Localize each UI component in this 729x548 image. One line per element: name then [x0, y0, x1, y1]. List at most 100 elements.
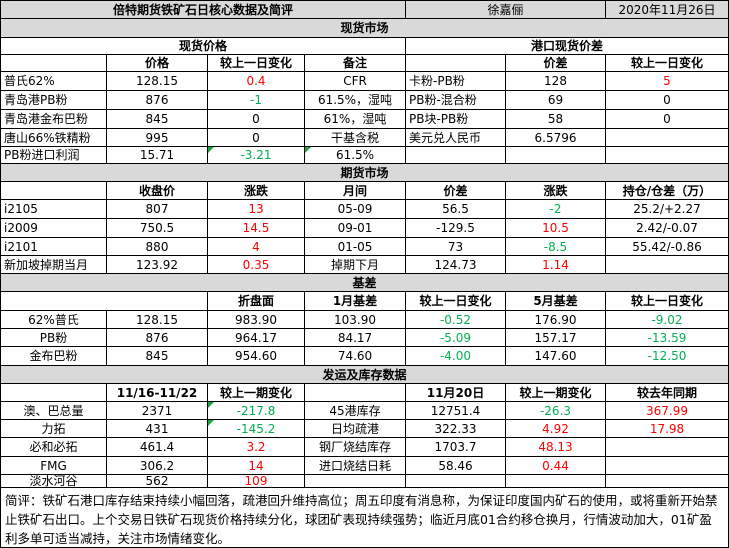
- spread-value: [506, 147, 606, 164]
- section-title-basis: 基差: [0, 274, 729, 292]
- futures-spread-name: 掉期下月: [305, 256, 406, 274]
- basis-row-name: 金布巴粉: [0, 347, 107, 366]
- inventory-change: [506, 475, 606, 488]
- spot-row-name: 唐山66%铁精粉: [0, 129, 107, 147]
- spread-value: 69: [506, 91, 606, 110]
- futures-contract: 新加坡掉期当月: [0, 256, 107, 274]
- inventory-change: 48.13: [506, 438, 606, 457]
- basis-row-name: 62%普氏: [0, 311, 107, 329]
- spot-row-name: PB粉进口利润: [0, 147, 107, 164]
- shipment-column-header: 较上一期变化: [208, 384, 305, 402]
- basis-column-header: 1月基差: [305, 292, 406, 311]
- futures-change: 14.5: [208, 219, 305, 238]
- section-title-spot: 现货市场: [0, 19, 729, 38]
- inventory-value: 322.33: [406, 420, 506, 438]
- shipment-value: 461.4: [107, 438, 208, 457]
- basis-may: 176.90: [506, 311, 606, 329]
- shipment-change: 3.2: [208, 438, 305, 457]
- basis-row-name: PB粉: [0, 329, 107, 347]
- futures-spread-change: 1.14: [506, 256, 606, 274]
- inventory-value: 1703.7: [406, 438, 506, 457]
- futures-close: 880: [107, 238, 208, 256]
- spread-name: [406, 147, 506, 164]
- inventory-yoy: [606, 457, 729, 475]
- futures-spread-name: 09-01: [305, 219, 406, 238]
- basis-jan: 103.90: [305, 311, 406, 329]
- basis-jan-change: -4.00: [406, 347, 506, 366]
- basis-column-header: 较上一日变化: [406, 292, 506, 311]
- report-title: 倍特期货铁矿石日核心数据及简评: [0, 0, 406, 19]
- spread-name: PB块-PB粉: [406, 110, 506, 129]
- port-spread-subtitle: 港口现货价差: [406, 38, 729, 55]
- futures-column-header: 涨跌: [506, 182, 606, 200]
- spot-note: 61%，湿吨: [305, 110, 406, 129]
- basis-may: 157.17: [506, 329, 606, 347]
- futures-column-header: 价差: [406, 182, 506, 200]
- spread-change: 0: [606, 91, 729, 110]
- report-date: 2020年11月26日: [606, 0, 729, 19]
- futures-close: 123.92: [107, 256, 208, 274]
- shipment-value: 306.2: [107, 457, 208, 475]
- inventory-column-header: 较上一期变化: [506, 384, 606, 402]
- inventory-change: 0.44: [506, 457, 606, 475]
- inventory-yoy: 367.99: [606, 402, 729, 420]
- basis-column-header: 较上一日变化: [606, 292, 729, 311]
- report-author: 徐嘉俪: [406, 0, 606, 19]
- futures-spread: 124.73: [406, 256, 506, 274]
- spread-change: [606, 147, 729, 164]
- futures-open-interest: 2.42/-0.07: [606, 219, 729, 238]
- basis-column-header: 5月基差: [506, 292, 606, 311]
- basis-may-change: -13.59: [606, 329, 729, 347]
- spot-change: 0.4: [208, 72, 305, 91]
- futures-contract: i2009: [0, 219, 107, 238]
- basis-converted: 964.17: [208, 329, 305, 347]
- spread-change: [606, 129, 729, 147]
- spot-row-name: 青岛港PB粉: [0, 91, 107, 110]
- futures-spread-name: 01-05: [305, 238, 406, 256]
- spot-row-name: 青岛港金布巴粉: [0, 110, 107, 129]
- spot-column-header: 较上一日变化: [606, 55, 729, 72]
- inventory-row-name: [305, 475, 406, 488]
- inventory-column-header: 较去年同期: [606, 384, 729, 402]
- section-title-shipment: 发运及库存数据: [0, 366, 729, 384]
- basis-jan: 74.60: [305, 347, 406, 366]
- shipment-change: -217.8: [208, 402, 305, 420]
- inventory-row-name: 钢厂烧结库存: [305, 438, 406, 457]
- futures-contract: i2105: [0, 200, 107, 219]
- spot-price: 995: [107, 129, 208, 147]
- spread-change: 5: [606, 72, 729, 91]
- futures-spread: 56.5: [406, 200, 506, 219]
- spread-change: 0: [606, 110, 729, 129]
- spot-note: 61.5%，湿吨: [305, 91, 406, 110]
- futures-spread: -129.5: [406, 219, 506, 238]
- futures-header-blank: [0, 182, 107, 200]
- inventory-value: 12751.4: [406, 402, 506, 420]
- spot-price: 876: [107, 91, 208, 110]
- basis-jan-change: -5.09: [406, 329, 506, 347]
- spot-row-name: 普氏62%: [0, 72, 107, 91]
- basis-price: 845: [107, 347, 208, 366]
- spread-value: 6.5796: [506, 129, 606, 147]
- basis-may-change: -9.02: [606, 311, 729, 329]
- shipment-row-name: 必和必拓: [0, 438, 107, 457]
- section-title-futures: 期货市场: [0, 164, 729, 182]
- futures-change: 0.35: [208, 256, 305, 274]
- spread-name: 美元兑人民币: [406, 129, 506, 147]
- inventory-row-name: 日均疏港: [305, 420, 406, 438]
- basis-jan: 84.17: [305, 329, 406, 347]
- spot-change: 0: [208, 129, 305, 147]
- shipment-row-name: 澳、巴总量: [0, 402, 107, 420]
- futures-spread-change: 10.5: [506, 219, 606, 238]
- basis-header-blank: [0, 292, 208, 311]
- shipment-column-header: 11/16-11/22: [107, 384, 208, 402]
- futures-spread-change: -2: [506, 200, 606, 219]
- basis-converted: 983.90: [208, 311, 305, 329]
- spread-value: 58: [506, 110, 606, 129]
- spot-note: 61.5%: [305, 147, 406, 164]
- basis-converted: 954.60: [208, 347, 305, 366]
- futures-change: 13: [208, 200, 305, 219]
- futures-column-header: 涨跌: [208, 182, 305, 200]
- shipment-row-name: 淡水河谷: [0, 475, 107, 488]
- futures-column-header: 收盘价: [107, 182, 208, 200]
